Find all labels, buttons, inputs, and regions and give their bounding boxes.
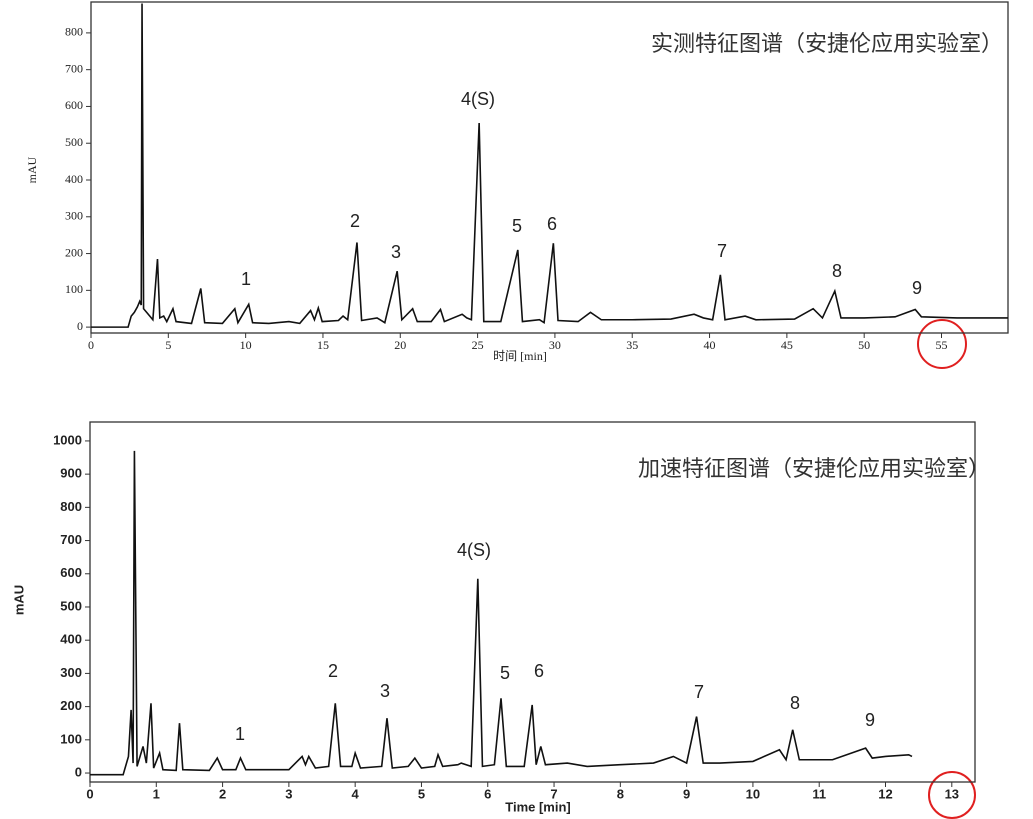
peak-label: 9	[912, 278, 922, 298]
x-tick-label: 30	[549, 338, 561, 352]
highlight-circle	[928, 771, 976, 819]
x-tick-label: 8	[617, 786, 624, 801]
y-tick-label: 1000	[53, 432, 82, 447]
y-tick-label: 500	[60, 598, 82, 613]
peak-label: 6	[534, 661, 544, 681]
peak-label: 1	[235, 724, 245, 744]
y-tick-label: 600	[65, 98, 83, 112]
y-tick-label: 100	[60, 731, 82, 746]
x-tick-label: 6	[484, 786, 491, 801]
y-tick-label: 0	[77, 319, 83, 333]
y-tick-label: 300	[60, 665, 82, 680]
peak-label: 4(S)	[457, 540, 491, 560]
peak-label: 1	[241, 269, 251, 289]
peak-label: 7	[717, 241, 727, 261]
peak-label: 5	[500, 663, 510, 683]
chromatogram-line	[90, 450, 913, 776]
x-tick-label: 9	[683, 786, 690, 801]
chart-title: 实测特征图谱（安捷伦应用实验室）	[651, 32, 1003, 57]
y-axis-label: mAU	[25, 156, 39, 183]
plot-frame	[89, 421, 976, 783]
peak-label: 8	[790, 693, 800, 713]
x-tick-label: 50	[858, 338, 870, 352]
x-axis-label: Time [min]	[505, 799, 571, 814]
x-tick-label: 3	[285, 786, 292, 801]
peak-label: 7	[694, 682, 704, 702]
y-tick-label: 400	[65, 172, 83, 186]
y-tick-label: 200	[65, 245, 83, 259]
y-tick-label: 200	[60, 698, 82, 713]
y-tick-label: 0	[75, 764, 82, 779]
y-tick-label: 600	[60, 565, 82, 580]
chart-title: 加速特征图谱（安捷伦应用实验室）	[638, 457, 990, 482]
highlight-circle	[917, 319, 967, 369]
x-tick-label: 20	[394, 338, 406, 352]
peak-label: 3	[391, 242, 401, 262]
chromatogram-line	[91, 3, 1008, 328]
peak-label: 8	[832, 261, 842, 281]
x-tick-label: 55	[936, 338, 948, 352]
x-tick-label: 10	[240, 338, 252, 352]
x-tick-label: 5	[418, 786, 425, 801]
x-tick-label: 11	[812, 786, 826, 801]
x-axis-label: 时间 [min]	[493, 349, 547, 363]
x-tick-label: 1	[153, 786, 160, 801]
peak-label: 6	[547, 214, 557, 234]
y-tick-label: 800	[60, 499, 82, 514]
x-tick-label: 13	[945, 786, 959, 801]
peak-label: 3	[380, 681, 390, 701]
x-tick-label: 4	[352, 786, 360, 801]
x-tick-label: 35	[626, 338, 638, 352]
peak-label: 5	[512, 216, 522, 236]
y-tick-label: 700	[60, 532, 82, 547]
x-tick-label: 0	[88, 338, 94, 352]
x-tick-label: 5	[165, 338, 171, 352]
peak-label: 4(S)	[461, 89, 495, 109]
x-tick-label: 7	[550, 786, 557, 801]
y-tick-label: 400	[60, 632, 82, 647]
peak-label: 2	[328, 661, 338, 681]
x-tick-label: 40	[704, 338, 716, 352]
x-tick-label: 0	[86, 786, 93, 801]
y-tick-label: 900	[60, 466, 82, 481]
x-tick-label: 15	[317, 338, 329, 352]
x-tick-label: 45	[781, 338, 793, 352]
x-tick-label: 12	[878, 786, 892, 801]
y-tick-label: 700	[65, 61, 83, 75]
y-tick-label: 800	[65, 25, 83, 39]
x-tick-label: 2	[219, 786, 226, 801]
x-tick-label: 10	[746, 786, 760, 801]
peak-label: 9	[865, 710, 875, 730]
peak-label: 2	[350, 211, 360, 231]
y-tick-label: 100	[65, 282, 83, 296]
y-axis-label: mAU	[11, 585, 26, 615]
x-tick-label: 25	[472, 338, 484, 352]
plot-frame	[90, 1, 1009, 334]
y-tick-label: 500	[65, 135, 83, 149]
y-tick-label: 300	[65, 209, 83, 223]
